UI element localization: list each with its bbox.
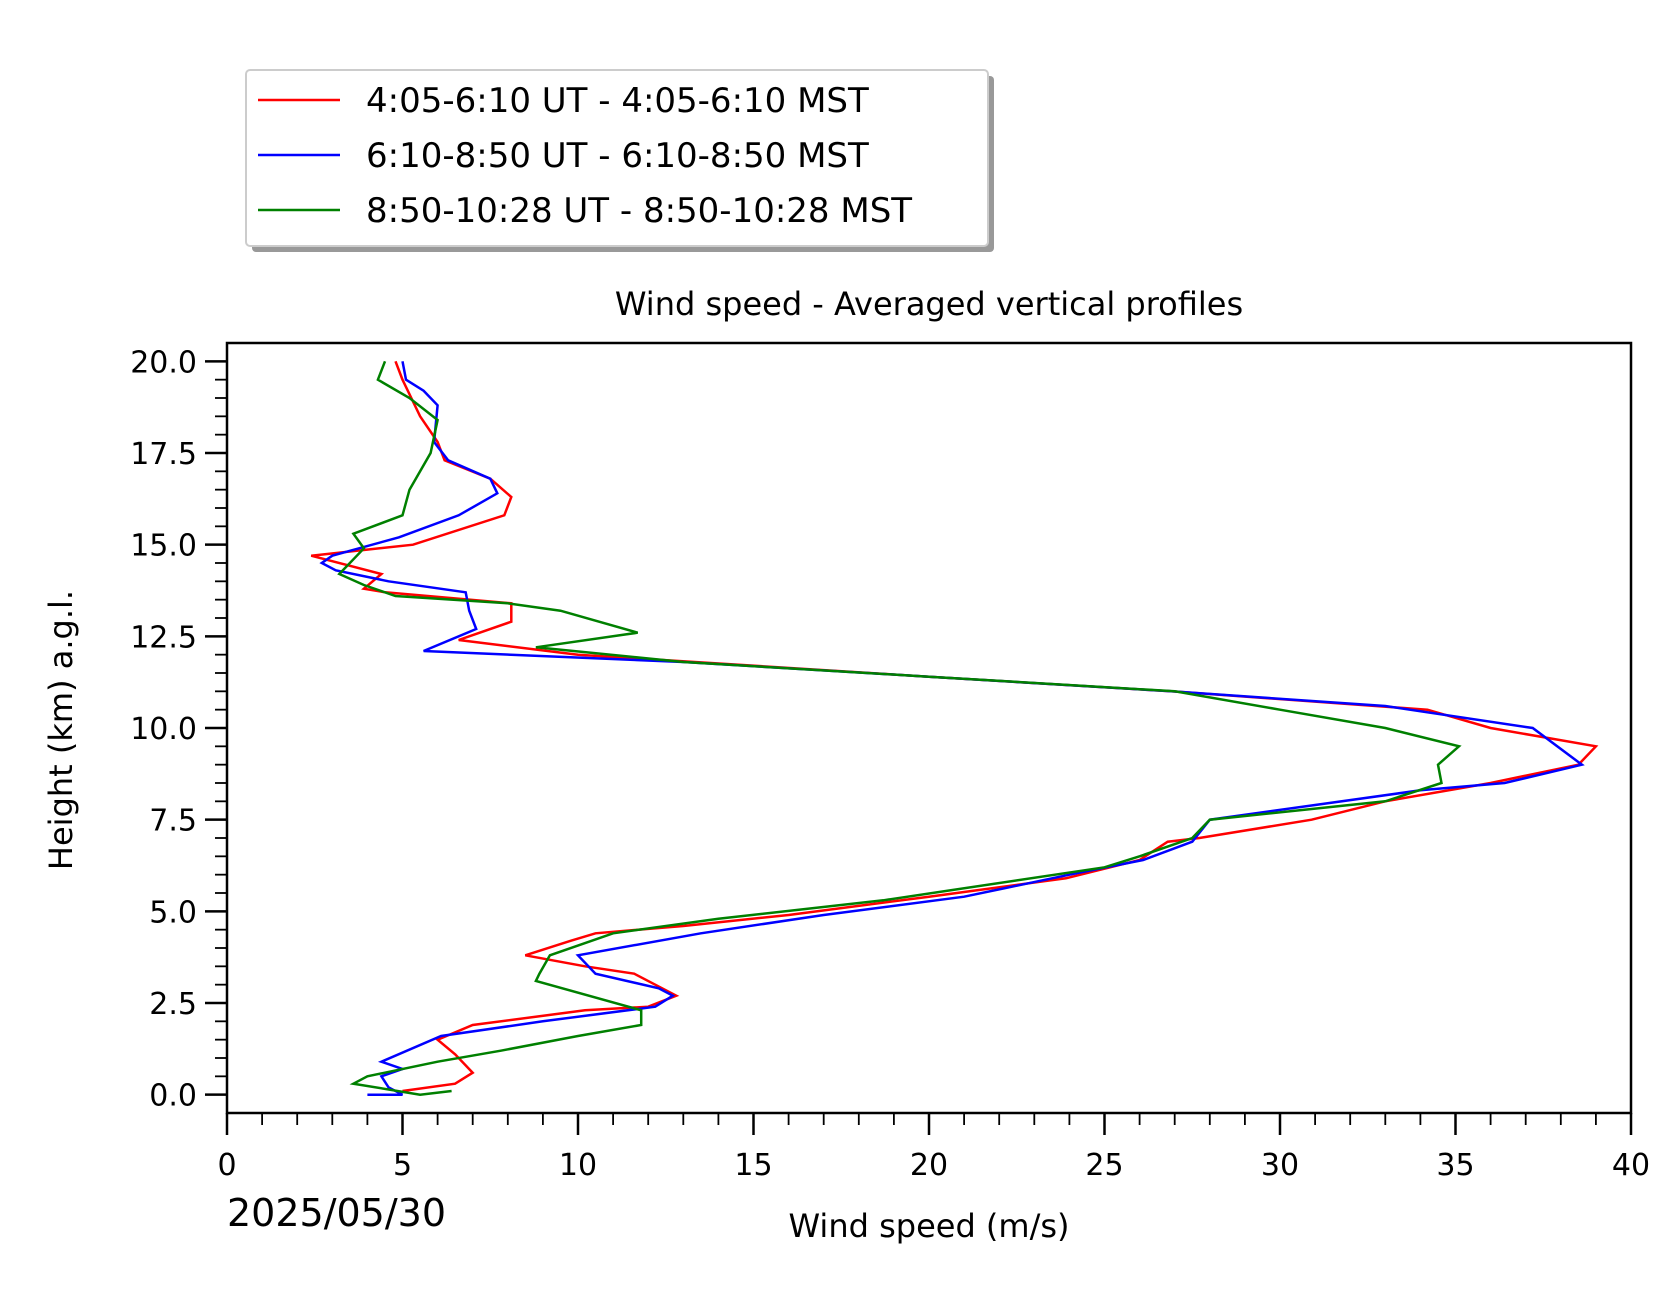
x-tick-label: 20 [910, 1148, 948, 1183]
y-tick-label: 17.5 [130, 437, 197, 472]
series-line-2 [319, 361, 1585, 1096]
x-tick-label: 10 [559, 1148, 597, 1183]
legend-label-3: 8:50-10:28 UT - 8:50-10:28 MST [366, 191, 912, 231]
legend-label-1: 4:05-6:10 UT - 4:05-6:10 MST [366, 81, 869, 121]
plot-frame [225, 341, 1633, 1115]
y-tick-label: 12.5 [130, 620, 197, 655]
x-axis: 0 5 10 15 20 25 30 35 40 [217, 1113, 1650, 1183]
legend-label-2: 6:10-8:50 UT - 6:10-8:50 MST [366, 136, 869, 176]
y-tick-label: 0.0 [149, 1079, 197, 1114]
x-tick-label: 35 [1436, 1148, 1474, 1183]
legend: 4:05-6:10 UT - 4:05-6:10 MST 6:10-8:50 UT… [245, 69, 994, 252]
x-tick-label: 0 [217, 1148, 236, 1183]
legend-entries: 4:05-6:10 UT - 4:05-6:10 MST 6:10-8:50 UT… [258, 81, 912, 231]
y-tick-label: 5.0 [149, 895, 197, 930]
legend-box [245, 69, 989, 247]
y-tick-label: 20.0 [130, 345, 197, 380]
x-tick-label: 30 [1261, 1148, 1299, 1183]
x-tick-label: 25 [1085, 1148, 1123, 1183]
y-tick-label: 7.5 [149, 804, 197, 839]
y-axis: 0.0 2.5 5.0 7.5 10.0 12.5 15.0 17.5 20.0 [130, 345, 227, 1114]
y-tick-label: 10.0 [130, 712, 197, 747]
x-axis-label: Wind speed (m/s) [788, 1207, 1069, 1245]
series-line-1 [310, 360, 1599, 1093]
chart-title: Wind speed - Averaged vertical profiles [615, 285, 1243, 323]
date-label: 2025/05/30 [227, 1191, 446, 1235]
y-tick-label: 2.5 [149, 987, 197, 1022]
series-lines [310, 360, 1599, 1096]
series-line-3 [337, 360, 1462, 1096]
x-tick-label: 15 [734, 1148, 772, 1183]
y-axis-label: Height (km) a.g.l. [42, 590, 80, 870]
x-tick-label: 40 [1612, 1148, 1650, 1183]
y-tick-label: 15.0 [130, 529, 197, 564]
x-tick-label: 5 [393, 1148, 412, 1183]
